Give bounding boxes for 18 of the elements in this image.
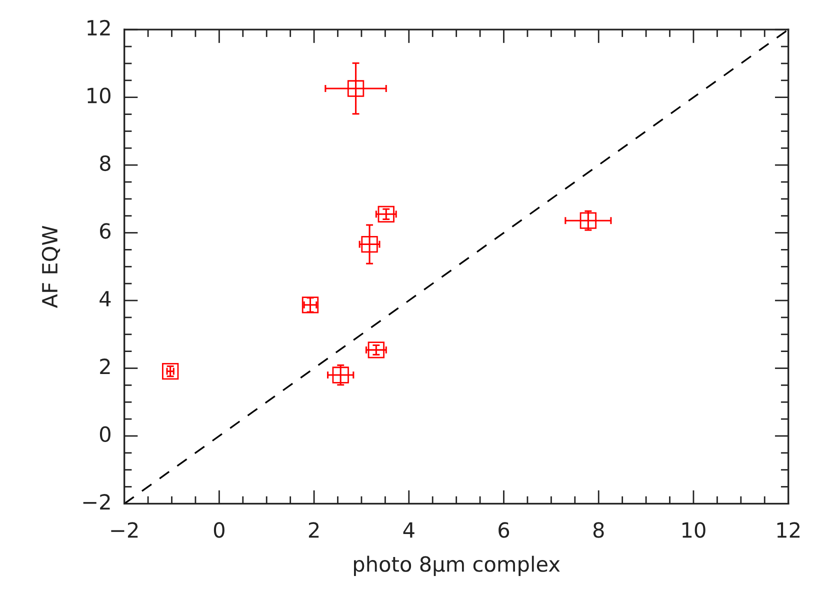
x-tick-label: 10 — [682, 522, 706, 538]
y-tick-label: 2 — [100, 358, 110, 374]
x-tick-label: 8 — [593, 522, 604, 538]
y-tick-label: 0 — [100, 426, 110, 442]
y-tick-label: 4 — [100, 291, 111, 306]
y-tick-label: 8 — [100, 155, 110, 172]
x-tick-label: 6 — [498, 522, 510, 538]
y-axis-title: AF EQW — [42, 226, 60, 308]
x-tick-label: 12 — [777, 522, 800, 538]
y-tick-label: 10 — [88, 88, 110, 104]
x-tick-label: −2 — [111, 522, 138, 538]
x-axis-title: photo 8μm complex — [354, 556, 560, 576]
y-tick-label: 6 — [100, 223, 111, 239]
x-tick-label: 0 — [214, 522, 224, 538]
y-tick-label: 12 — [88, 20, 110, 36]
x-tick-label: 4 — [403, 522, 414, 538]
y-tick-label: −2 — [83, 494, 110, 510]
x-tick-label: 2 — [308, 522, 319, 538]
